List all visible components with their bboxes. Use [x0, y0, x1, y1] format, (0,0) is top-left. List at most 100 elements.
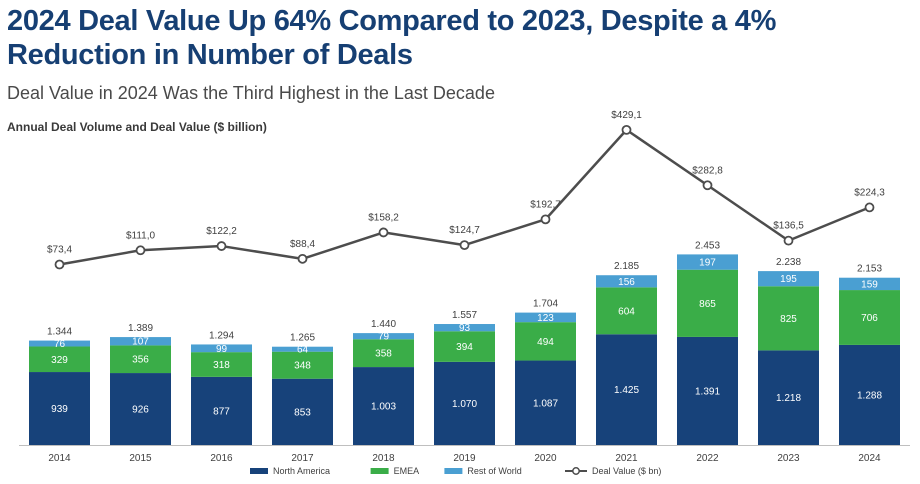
bar-segment-emea: [110, 345, 171, 374]
x-tick-label: 2022: [696, 453, 719, 464]
data-label-rest-of-world: 93: [459, 323, 471, 334]
x-tick-label: 2014: [48, 453, 71, 464]
data-label-north-america: 939: [51, 404, 68, 415]
data-label-emea: 394: [456, 342, 473, 353]
bar-segment-north-america: [434, 361, 495, 445]
x-tick-label: 2017: [291, 453, 314, 464]
bar-segment-north-america: [272, 378, 333, 445]
bar-segment-emea: [272, 351, 333, 379]
total-label: 1.294: [209, 330, 234, 341]
total-label: 1.704: [533, 299, 558, 310]
subtitle: Deal Value in 2024 Was the Third Highest…: [7, 83, 495, 103]
data-label-north-america: 926: [132, 405, 149, 416]
deal-value-point: [297, 253, 308, 264]
bar-segment-north-america: [110, 373, 171, 445]
bar-segment-emea: [191, 352, 252, 377]
data-label-emea: 604: [618, 306, 635, 317]
data-label-north-america: 1.087: [533, 398, 558, 409]
bar-segment-emea: [29, 346, 90, 373]
data-label-emea: 318: [213, 360, 230, 371]
deal-value-label: $124,7: [449, 225, 480, 236]
deal-value-point: [135, 245, 146, 256]
bar-segment-north-america: [515, 360, 576, 445]
deal-value-point: [783, 235, 794, 246]
bar-segment-emea: [758, 286, 819, 351]
bar-segment-rest-of-world: [353, 333, 414, 340]
data-label-north-america: 1.288: [857, 390, 882, 401]
legend-label: Deal Value ($ bn): [592, 466, 661, 476]
data-label-north-america: 1.070: [452, 399, 477, 410]
deal-value-point: [864, 202, 875, 213]
deal-value-label: $111,0: [126, 230, 156, 241]
legend-label: North America: [273, 466, 330, 476]
x-tick-label: 2019: [453, 453, 476, 464]
bar-segment-north-america: [839, 344, 900, 445]
deal-value-point: [702, 180, 713, 191]
data-label-emea: 358: [375, 349, 392, 360]
deal-value-point: [540, 214, 551, 225]
legend-swatch-rest-of-world: [444, 468, 463, 474]
x-tick-label: 2024: [858, 453, 881, 464]
bar-segment-north-america: [353, 367, 414, 445]
bar-segment-emea: [515, 322, 576, 361]
bar-segment-emea: [434, 331, 495, 362]
data-label-emea: 329: [51, 355, 68, 366]
data-label-emea: 494: [537, 337, 554, 348]
data-label-north-america: 1.003: [371, 402, 396, 413]
bar-segment-north-america: [29, 372, 90, 445]
deal-value-point: [54, 259, 65, 270]
deal-value-label: $88,4: [290, 239, 315, 250]
data-label-rest-of-world: 64: [297, 345, 309, 356]
data-label-rest-of-world: 197: [699, 258, 716, 269]
legend-label: EMEA: [394, 466, 420, 476]
total-label: 1.440: [371, 319, 396, 330]
deal-value-label: $122,2: [206, 226, 237, 237]
bar-segment-emea: [596, 287, 657, 335]
x-tick-label: 2018: [372, 453, 395, 464]
total-label: 1.389: [128, 323, 153, 334]
data-label-north-america: 1.391: [695, 386, 720, 397]
data-label-rest-of-world: 195: [780, 274, 797, 285]
data-label-north-america: 853: [294, 407, 311, 418]
data-label-rest-of-world: 123: [537, 313, 554, 324]
deal-value-label: $282,8: [692, 165, 723, 176]
total-label: 2.238: [776, 257, 801, 268]
bar-segment-north-america: [596, 334, 657, 445]
bar-segment-rest-of-world: [272, 346, 333, 352]
bar-segment-emea: [353, 339, 414, 368]
data-label-emea: 356: [132, 355, 149, 366]
x-tick-label: 2021: [615, 453, 638, 464]
bar-segment-emea: [839, 290, 900, 345]
legend-swatch-emea: [370, 468, 389, 474]
data-label-emea: 706: [861, 313, 878, 324]
deal-value-label: $224,3: [854, 187, 885, 198]
data-label-rest-of-world: 76: [54, 339, 66, 350]
data-label-rest-of-world: 107: [132, 337, 149, 348]
deal-value-label: $136,5: [773, 221, 804, 232]
chart-title: Annual Deal Volume and Deal Value ($ bil…: [7, 120, 267, 134]
data-label-emea: 348: [294, 361, 311, 372]
bar-segment-emea: [677, 269, 738, 337]
bar-segment-rest-of-world: [839, 277, 900, 291]
data-label-rest-of-world: 159: [861, 279, 878, 290]
deal-value-label: $158,2: [368, 212, 399, 223]
x-tick-label: 2016: [210, 453, 233, 464]
bar-segment-rest-of-world: [110, 337, 171, 346]
total-label: 2.185: [614, 261, 639, 272]
data-label-emea: 865: [699, 299, 716, 310]
bar-segment-rest-of-world: [596, 275, 657, 288]
total-label: 2.453: [695, 240, 720, 251]
legend-label: Rest of World: [467, 466, 521, 476]
data-label-rest-of-world: 79: [378, 332, 390, 343]
bar-segment-rest-of-world: [758, 271, 819, 287]
data-label-emea: 825: [780, 314, 797, 325]
total-label: 1.557: [452, 310, 477, 321]
bar-segment-rest-of-world: [191, 344, 252, 353]
legend-swatch-north-america: [250, 468, 268, 474]
bar-segment-rest-of-world: [29, 340, 90, 347]
x-tick-label: 2020: [534, 453, 557, 464]
x-tick-label: 2015: [129, 453, 152, 464]
deal-value-point: [216, 241, 227, 251]
total-label: 1.265: [290, 333, 315, 344]
